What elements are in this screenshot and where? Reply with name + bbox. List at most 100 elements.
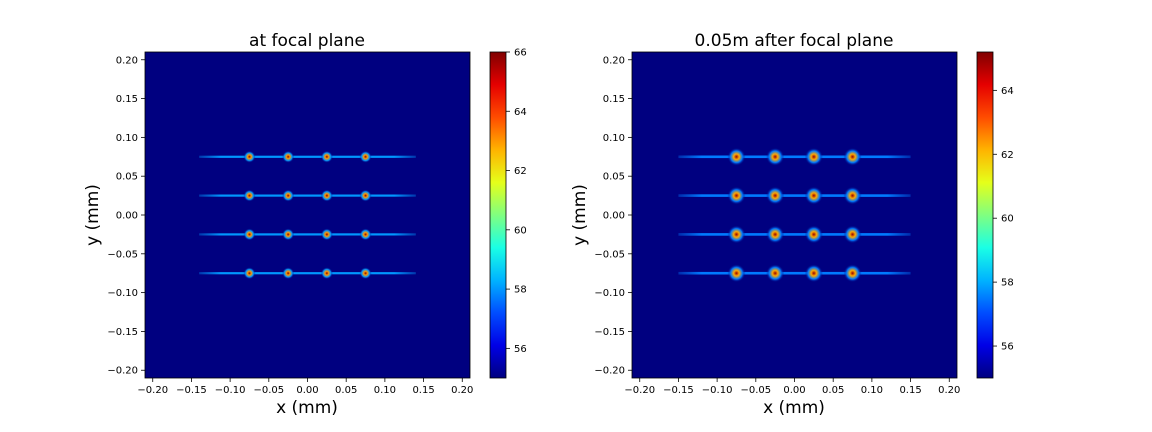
intensity-spot: [727, 186, 746, 205]
colorbar-tick-label: 58: [514, 285, 527, 296]
heatmap-area: [631, 51, 958, 379]
x-tick-label: 0.05: [822, 385, 844, 396]
intensity-spot: [843, 264, 862, 283]
intensity-spot: [727, 147, 746, 166]
intensity-spot: [320, 267, 333, 280]
y-tick-label: −0.15: [107, 327, 138, 338]
intensity-line-horizontal: [678, 194, 911, 197]
y-axis-label: y (mm): [83, 184, 103, 246]
intensity-line-horizontal: [199, 233, 416, 236]
heatmap-panel-focal-plane: at focal plane −0.20 −0.15 −0.10 −0.05 0.00 0…: [83, 31, 527, 418]
colorbar-tick-label: 64: [514, 107, 527, 118]
colorbar-tick-label: 58: [1001, 278, 1014, 289]
y-tick-label: −0.10: [594, 288, 625, 299]
x-tick-label: 0.20: [451, 385, 473, 396]
x-axis-ticks: −0.20 −0.15 −0.10 −0.05 0.00 0.05 0.10 0.15 0.20: [137, 378, 473, 396]
colorbar-gradient: [489, 51, 507, 379]
y-tick-label: 0.00: [116, 211, 138, 222]
x-tick-label: 0.10: [861, 385, 883, 396]
y-tick-label: −0.20: [594, 366, 625, 377]
intensity-spot: [727, 264, 746, 283]
colorbar-tick-label: 62: [514, 166, 527, 177]
intensity-line-horizontal: [199, 155, 416, 158]
intensity-line-horizontal: [678, 155, 911, 159]
y-tick-label: 0.00: [603, 211, 625, 222]
x-tick-label: 0.15: [412, 385, 434, 396]
intensity-spot: [243, 267, 256, 280]
x-tick-label: −0.15: [176, 385, 207, 396]
x-tick-label: 0.05: [335, 385, 357, 396]
intensity-spot: [243, 150, 256, 163]
heatmap-background: [145, 52, 470, 378]
intensity-spot: [843, 186, 862, 205]
heatmap-area: [144, 51, 471, 379]
x-tick-label: −0.20: [624, 385, 655, 396]
x-tick-label: −0.05: [253, 385, 284, 396]
intensity-line-horizontal: [199, 194, 416, 197]
colorbar-tick-label: 60: [1001, 214, 1014, 225]
colorbar-tick-label: 66: [514, 48, 527, 59]
colorbar-tick-label: 62: [1001, 150, 1014, 161]
intensity-spot: [359, 189, 372, 202]
chart-title: 0.05m after focal plane: [695, 31, 894, 51]
intensity-spot: [282, 228, 295, 241]
y-tick-label: −0.05: [594, 249, 625, 260]
y-axis-ticks: −0.20 −0.15 −0.10 −0.05 0.00 0.05 0.10 0.15 0.20: [107, 55, 145, 377]
intensity-spot: [804, 147, 823, 166]
heatmap-background: [632, 52, 957, 378]
y-tick-label: 0.20: [116, 55, 138, 66]
intensity-spot: [804, 225, 823, 244]
intensity-spot: [282, 267, 295, 280]
x-axis-ticks: −0.20 −0.15 −0.10 −0.05 0.00 0.05 0.10 0.15 0.20: [624, 378, 960, 396]
colorbar-gradient: [976, 51, 994, 379]
intensity-line-horizontal: [199, 272, 416, 275]
intensity-spot: [766, 225, 785, 244]
intensity-spot: [804, 264, 823, 283]
intensity-spot: [243, 228, 256, 241]
heatmap-panel-after-focal-plane: 0.05m after focal plane −0.20 −0.15 −0.10−…: [570, 31, 1014, 418]
x-tick-label: −0.05: [740, 385, 771, 396]
intensity-spot: [320, 189, 333, 202]
y-tick-label: 0.20: [603, 55, 625, 66]
x-tick-label: 0.10: [374, 385, 396, 396]
x-axis-label: x (mm): [763, 398, 825, 418]
x-tick-label: −0.10: [702, 385, 733, 396]
x-tick-label: 0.20: [938, 385, 960, 396]
intensity-spot: [727, 225, 746, 244]
intensity-spot: [766, 264, 785, 283]
colorbar-tick-label: 56: [1001, 342, 1014, 353]
x-axis-label: x (mm): [276, 398, 338, 418]
intensity-spot: [320, 228, 333, 241]
colorbar-tick-label: 56: [514, 344, 527, 355]
intensity-spot: [804, 186, 823, 205]
intensity-spot: [359, 267, 372, 280]
y-tick-label: 0.05: [603, 172, 625, 183]
intensity-line-horizontal: [678, 271, 911, 275]
y-tick-label: −0.10: [107, 288, 138, 299]
y-tick-label: 0.10: [603, 133, 625, 144]
intensity-spot: [843, 147, 862, 166]
y-axis-label: y (mm): [570, 184, 590, 246]
intensity-spot: [766, 147, 785, 166]
x-tick-label: −0.10: [215, 385, 246, 396]
y-tick-label: −0.15: [594, 327, 625, 338]
colorbar-tick-label: 60: [514, 225, 527, 236]
y-tick-label: 0.10: [116, 133, 138, 144]
colorbar: 56 58 60 62 64 66: [489, 48, 527, 379]
y-axis-ticks: −0.20 −0.15 −0.10 −0.05 0.00 0.05 0.10 0.15 0.20: [594, 55, 632, 377]
colorbar-tick-label: 64: [1001, 86, 1014, 97]
x-tick-label: 0.15: [899, 385, 921, 396]
intensity-spot: [766, 186, 785, 205]
y-tick-label: 0.15: [116, 94, 138, 105]
x-tick-label: 0.00: [783, 385, 805, 396]
intensity-spot: [243, 189, 256, 202]
y-tick-label: 0.05: [116, 172, 138, 183]
x-tick-label: 0.00: [296, 385, 318, 396]
y-tick-label: −0.20: [107, 366, 138, 377]
chart-title: at focal plane: [249, 31, 365, 51]
intensity-spot: [359, 228, 372, 241]
intensity-line-horizontal: [678, 233, 911, 236]
colorbar: 56 58 60 62 64: [976, 51, 1014, 379]
x-tick-label: −0.15: [663, 385, 694, 396]
